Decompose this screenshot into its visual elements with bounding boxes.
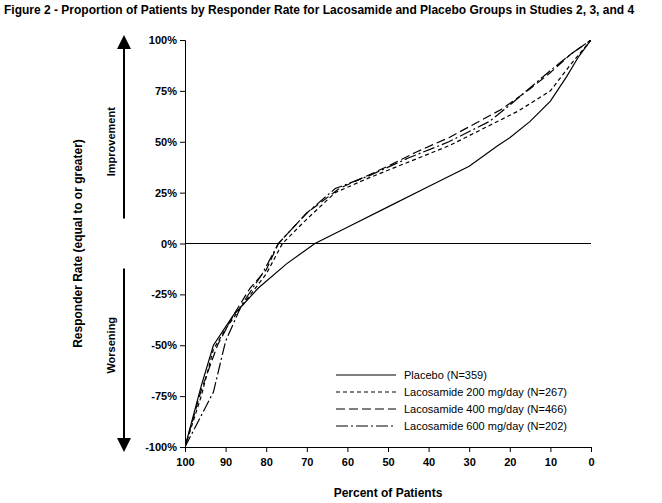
annotation: Improvement (105, 107, 117, 176)
x-tick: 60 (342, 447, 354, 468)
x-tick-label: 60 (342, 456, 354, 468)
title: Figure 2 - Proportion of Patients by Res… (4, 3, 634, 17)
x-tick-label: 50 (382, 456, 394, 468)
x-tick-mark (307, 447, 308, 452)
y-tick-mark (180, 91, 185, 92)
x-tick-label: 100 (176, 456, 194, 468)
x-tick-mark (591, 447, 592, 452)
legend-label: Lacosamide 200 mg/day (N=267) (404, 386, 567, 398)
x-tick-label: 80 (261, 456, 273, 468)
x-axis-line (186, 448, 592, 453)
x-tick: 40 (423, 447, 435, 468)
x-tick-label: 10 (545, 456, 557, 468)
x-tick: 20 (504, 447, 516, 468)
x-tick-label: 90 (220, 456, 232, 468)
x-tick: 30 (464, 447, 476, 468)
x-tick-mark (550, 447, 551, 452)
y-tick-label: -25% (151, 288, 177, 300)
x-tick: 90 (220, 447, 232, 468)
y-tick-mark (180, 447, 185, 448)
y-tick-label: 50% (155, 136, 177, 148)
y-axis: 100% 75% 50% 25% 0% -25% -50% -75% -100% (145, 34, 185, 453)
legend-swatch (336, 391, 396, 392)
y-tick: -50% (151, 339, 185, 351)
y-tick-mark (180, 294, 185, 295)
y-tick-label: 25% (155, 187, 177, 199)
plot: 1009080706050403020100100%75%50%25%0%-25… (145, 34, 594, 468)
x-tick: 80 (261, 447, 273, 468)
series-line (185, 40, 591, 447)
x-tick: 10 (545, 447, 557, 468)
legend-swatch (336, 425, 396, 426)
x-tick-mark (226, 447, 227, 452)
y-tick: -100% (145, 441, 185, 453)
chart: Figure 2 - Proportion of Patients by Res… (0, 0, 662, 503)
x-tick-label: 20 (504, 456, 516, 468)
y-tick-label: -50% (151, 339, 177, 351)
y-tick: 75% (155, 85, 185, 97)
y-tick: 100% (149, 34, 185, 46)
legend-label: Placebo (N=359) (404, 369, 487, 381)
legend-entry: Placebo (N=359) (336, 369, 487, 381)
y-tick-label: -75% (151, 390, 177, 402)
legend-entry: Lacosamide 200 mg/day (N=267) (336, 386, 567, 398)
x-tick: 50 (382, 447, 394, 468)
y-tick: 25% (155, 187, 185, 199)
legend-swatch (336, 374, 396, 375)
series-line (185, 40, 591, 447)
x-tick: 100 (176, 447, 194, 468)
x-tick-mark (266, 447, 267, 452)
y-tick: 0% (161, 238, 185, 250)
arrow-down (123, 269, 125, 446)
y-tick-mark (180, 193, 185, 194)
lines (185, 40, 591, 447)
series-line (185, 40, 591, 447)
y-tick: -75% (151, 390, 185, 402)
x-tick-mark (429, 447, 430, 452)
x-tick-mark (510, 447, 511, 452)
legend: Placebo (N=359) Lacosamide 200 mg/day (N=… (336, 369, 567, 432)
x-tick-mark (388, 447, 389, 452)
x-tick-label: 30 (464, 456, 476, 468)
y-tick-mark (180, 142, 185, 143)
x-axis: 1009080706050403020100 (176, 447, 594, 468)
y-tick-mark (180, 396, 185, 397)
x-axis-title: Percent of Patients (334, 486, 443, 500)
series-line (185, 40, 591, 447)
legend-label: Lacosamide 600 mg/day (N=202) (404, 420, 567, 432)
y-tick-label: -100% (145, 441, 177, 453)
legend-entry: Lacosamide 600 mg/day (N=202) (336, 420, 567, 432)
arrow-up (123, 42, 125, 219)
y-tick: 50% (155, 136, 185, 148)
y-tick-label: 100% (149, 34, 177, 46)
annotation: Worsening (105, 317, 117, 374)
y-tick-label: 0% (161, 238, 177, 250)
x-tick-mark (469, 447, 470, 452)
zero-line (185, 243, 591, 244)
legend-swatch (336, 408, 396, 409)
y-tick-mark (180, 244, 185, 245)
y-tick: -25% (151, 288, 185, 300)
legend-entry: Lacosamide 400 mg/day (N=466) (336, 403, 567, 415)
x-tick-mark (347, 447, 348, 452)
x-tick-label: 70 (301, 456, 313, 468)
x-tick-label: 40 (423, 456, 435, 468)
y-axis-title: Responder Rate (equal to or greater) (71, 139, 85, 348)
legend-label: Lacosamide 400 mg/day (N=466) (404, 403, 567, 415)
x-tick: 70 (301, 447, 313, 468)
y-axis-line (180, 41, 186, 448)
y-tick-label: 75% (155, 85, 177, 97)
y-tick-mark (180, 40, 185, 41)
x-tick: 0 (588, 447, 594, 468)
x-tick-label: 0 (588, 456, 594, 468)
y-tick-mark (180, 345, 185, 346)
